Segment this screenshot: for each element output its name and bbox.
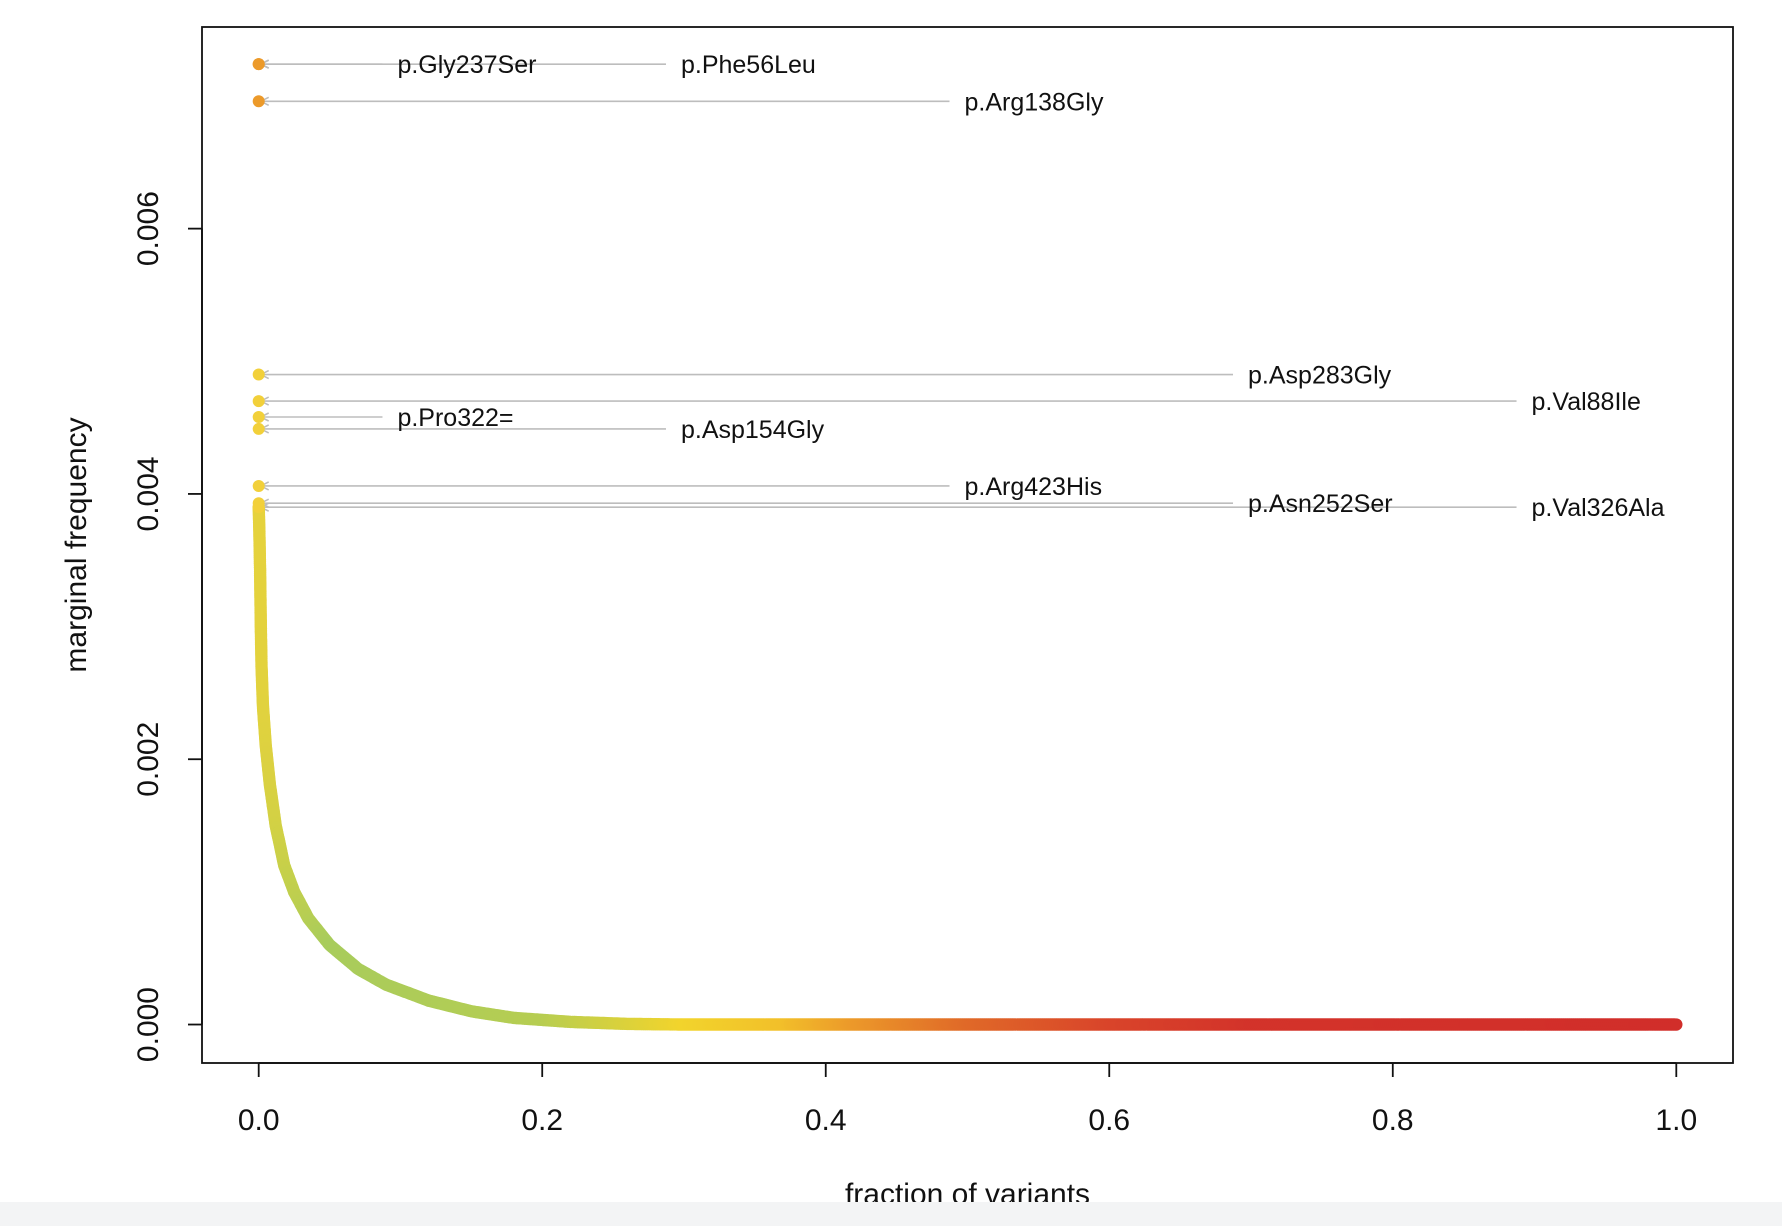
annotation-label: p.Asp154Gly (681, 416, 825, 444)
highlighted-points (252, 58, 265, 514)
highlighted-point (252, 95, 265, 108)
x-axis-title: fraction of variants (845, 1178, 1090, 1202)
y-tick-label: 0.000 (132, 987, 165, 1062)
annotation-label: p.Arg423His (965, 473, 1103, 501)
highlighted-point (252, 422, 265, 435)
annotation-label: p.Pro322= (397, 404, 513, 432)
y-tick-label: 0.004 (132, 456, 165, 531)
highlighted-point (252, 395, 265, 408)
curve-point (1670, 1018, 1683, 1031)
x-tick-label: 0.4 (805, 1104, 847, 1137)
plot-frame (201, 26, 1734, 1064)
y-axis-title: marginal frequency (60, 417, 93, 672)
curve-points (252, 501, 1683, 1031)
annotation-label: p.Val88Ile (1532, 388, 1641, 416)
annotation-label: p.Gly237Ser (397, 51, 536, 79)
highlighted-point (252, 58, 265, 71)
annotation-label: p.Phe56Leu (681, 51, 816, 79)
annotation-label: p.Val326Ala (1532, 494, 1665, 522)
highlighted-point (252, 368, 265, 381)
axes: 0.0 0.2 0.4 0.6 0.8 1.0 0.000 0.002 0.004 0.006 (132, 26, 1734, 1137)
x-tick-label: 0.8 (1372, 1104, 1414, 1137)
annotation-label: p.Asn252Ser (1248, 490, 1393, 518)
highlighted-point (252, 410, 265, 423)
x-tick-label: 0.6 (1088, 1104, 1130, 1137)
x-tick-label: 0.0 (238, 1104, 280, 1137)
x-tick-label: 1.0 (1655, 1104, 1697, 1137)
y-tick-label: 0.006 (132, 191, 165, 266)
annotation-label: p.Asp283Gly (1248, 362, 1392, 390)
annotation-label: p.Arg138Gly (965, 88, 1104, 116)
annotation-leader-lines (258, 59, 1517, 512)
highlighted-point (252, 479, 265, 492)
annotation-labels: p.Gly237Ser p.Phe56Leu p.Arg138Gly p.Asp283… (397, 51, 1664, 522)
highlighted-point (252, 501, 265, 514)
y-tick-label: 0.002 (132, 722, 165, 797)
x-tick-label: 0.2 (521, 1104, 563, 1137)
